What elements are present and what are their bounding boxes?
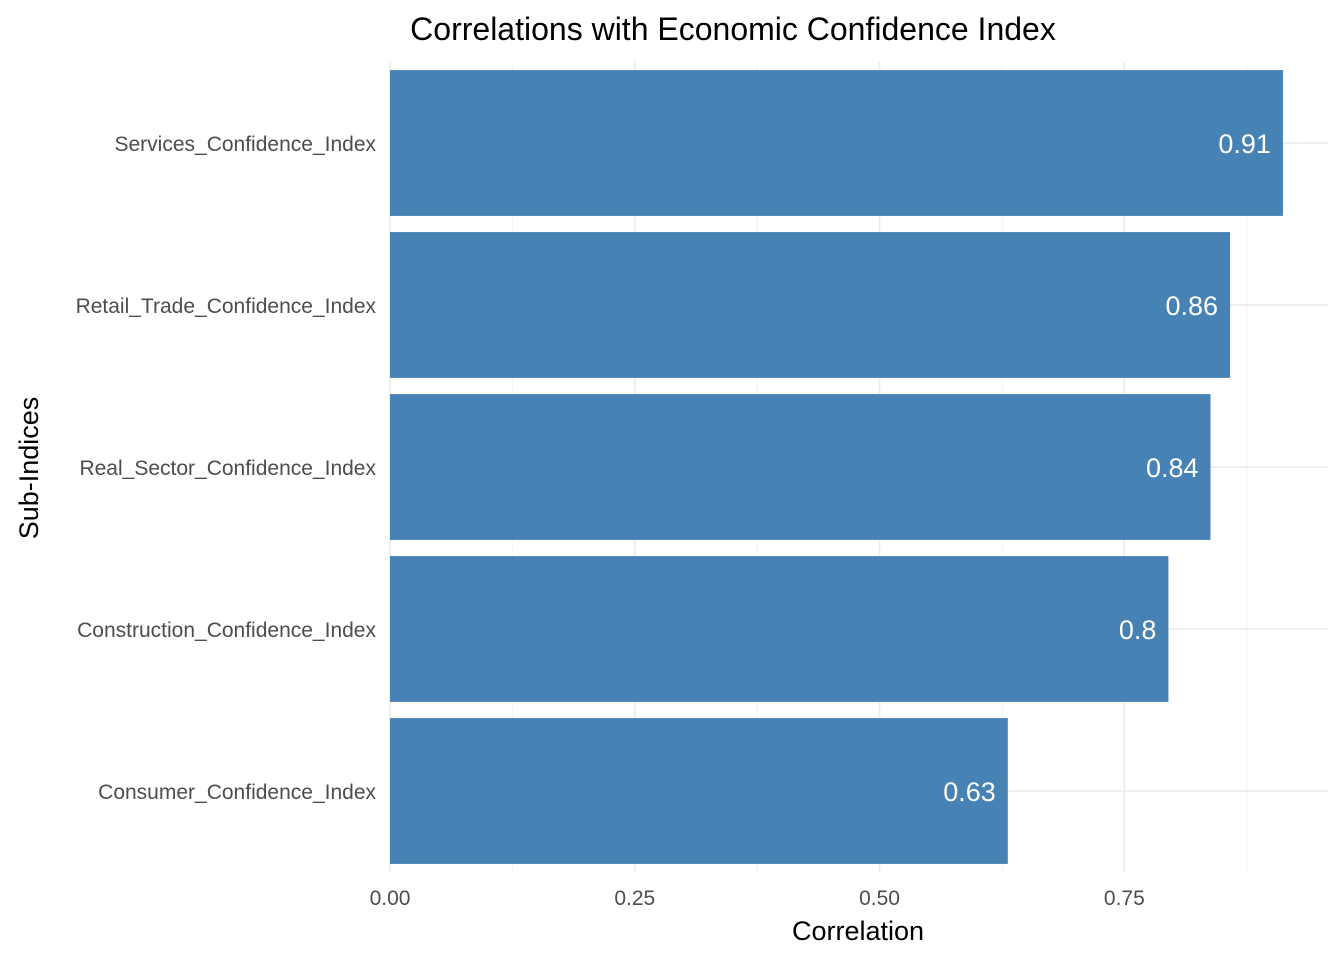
x-tick-label: 0.25: [614, 887, 655, 910]
bar: [390, 70, 1283, 216]
bar: [390, 394, 1211, 540]
y-tick-label: Real_Sector_Confidence_Index: [79, 457, 376, 480]
x-tick-label: 0.75: [1104, 887, 1145, 910]
tick-layer: Services_Confidence_Index Retail_Trade_Co…: [76, 133, 1145, 910]
data-label: 0.91: [1218, 129, 1271, 159]
data-label: 0.86: [1166, 291, 1219, 321]
data-label: 0.84: [1146, 453, 1199, 483]
bar: [390, 232, 1231, 378]
bar-layer: [390, 70, 1283, 864]
y-tick-label: Consumer_Confidence_Index: [98, 781, 376, 804]
y-tick-label: Services_Confidence_Index: [115, 133, 377, 156]
x-tick-label: 0.50: [859, 887, 900, 910]
y-tick-label: Retail_Trade_Confidence_Index: [76, 295, 377, 318]
chart-title: Correlations with Economic Confidence In…: [410, 11, 1056, 47]
x-tick-label: 0.00: [370, 887, 411, 910]
bar: [390, 718, 1008, 864]
x-axis-title: Correlation: [792, 916, 924, 946]
y-axis-title: Sub-Indices: [14, 397, 44, 540]
label-layer: 0.91 0.86 0.84 0.8 0.63: [943, 129, 1271, 807]
y-tick-label: Construction_Confidence_Index: [77, 619, 376, 642]
data-label: 0.8: [1119, 615, 1157, 645]
bar: [390, 556, 1169, 702]
data-label: 0.63: [943, 777, 996, 807]
